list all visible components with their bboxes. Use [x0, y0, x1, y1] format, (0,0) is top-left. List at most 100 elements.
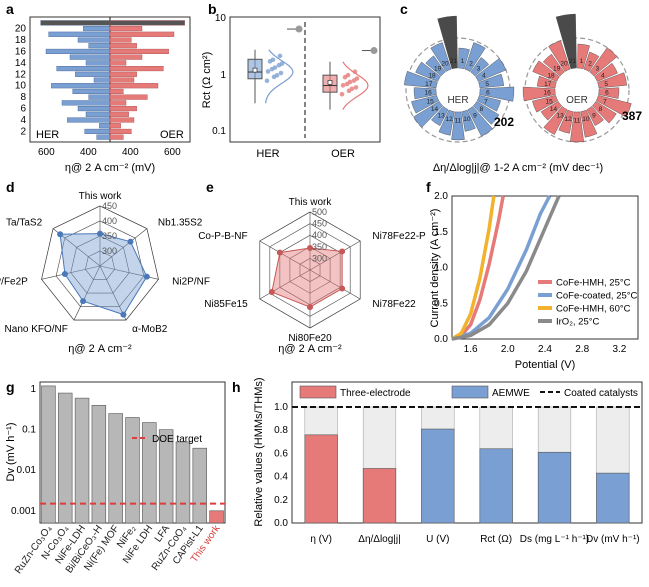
- radial-bar: [451, 111, 465, 141]
- data-point: [270, 57, 276, 63]
- oer-bar: [109, 83, 159, 89]
- radar-rtick: 500: [312, 207, 327, 217]
- oer-bar: [109, 37, 132, 43]
- ticks-g: 0.001 0.01 0.1 1: [11, 384, 36, 517]
- ytick-h: 0.2: [274, 495, 288, 506]
- oer-bar: [109, 31, 175, 37]
- her-bar: [48, 31, 111, 37]
- radial-bar: [425, 55, 446, 77]
- radial-label: 21: [569, 58, 577, 65]
- her-bar: [99, 123, 111, 129]
- radial-bar: [586, 106, 604, 126]
- radial-label: 16: [543, 90, 551, 97]
- oer-bar: [109, 54, 143, 60]
- ytick-b-0: 0.1: [212, 126, 226, 137]
- radial-label: 4: [601, 73, 605, 80]
- legend-oer-a: OER: [160, 129, 184, 141]
- data-point: [272, 65, 278, 70]
- data-point: [354, 76, 360, 81]
- data-point: [265, 69, 271, 74]
- radar-grid: [85, 250, 115, 280]
- ytick-h: 0.0: [274, 518, 288, 529]
- violin-her: [264, 49, 294, 104]
- xtick-a-3: 600: [164, 147, 181, 158]
- center-label-oer-c: OER: [566, 95, 588, 106]
- highlight-oer-c: 387: [622, 109, 642, 123]
- oer-bar: [109, 26, 143, 32]
- radial-bar: [558, 109, 574, 134]
- radar-axis-label: Ni2P/NF: [172, 277, 210, 288]
- oer-bar: [109, 94, 148, 100]
- this-work-point: [295, 25, 303, 33]
- radial-bar: [548, 40, 571, 72]
- panel-label-f: f: [426, 179, 431, 195]
- radial-bar: [464, 42, 486, 72]
- her-bar: [61, 100, 111, 106]
- data-point: [274, 73, 280, 78]
- radial-label: 10: [582, 116, 590, 123]
- legend-label: CoFe-HMH, 25°C: [556, 278, 631, 289]
- center-label-her-c: HER: [447, 95, 468, 106]
- mean-oer: [327, 80, 333, 85]
- radar-spoke: [41, 265, 101, 280]
- radar-rtick: 400: [312, 230, 327, 240]
- mean-her: [252, 67, 258, 73]
- legend-f: CoFe-HMH, 25°C CoFe-coated, 25°C CoFe-HMH,…: [538, 278, 638, 328]
- panel-label-g: g: [6, 379, 15, 395]
- radial-label: 19: [553, 66, 561, 73]
- her-bar: [83, 26, 111, 32]
- radial-label: 12: [446, 116, 454, 123]
- radial-bar: [580, 109, 598, 138]
- radial-label: 11: [574, 118, 581, 125]
- radar-axis-label: Nb1.35S2: [158, 217, 203, 228]
- data-point: [278, 70, 284, 76]
- radial-bar: [592, 101, 617, 124]
- ylabel-b: Rct (Ω cm²): [201, 52, 213, 109]
- radar-axis-label: Ni78Fe22: [372, 299, 416, 310]
- her-bar: [72, 88, 111, 94]
- ylabel-g: Dv (mV h⁻¹): [5, 423, 17, 482]
- data-point: [347, 79, 353, 85]
- radial-bar: [589, 47, 618, 77]
- radial-label: 5: [604, 81, 608, 88]
- radial-bar: [543, 106, 568, 135]
- radial-label: 9: [473, 112, 477, 119]
- radial-bar: [597, 72, 627, 89]
- radial-label: 21: [450, 58, 458, 65]
- bar: [58, 392, 73, 524]
- xcat-b-1: OER: [331, 148, 355, 160]
- radial-label: 13: [437, 112, 445, 119]
- radial-label: 19: [434, 66, 442, 73]
- radar-spoke: [309, 269, 361, 300]
- radar-point: [307, 304, 313, 311]
- ytick-a: 18: [15, 35, 27, 46]
- data-point: [345, 72, 351, 78]
- radar-area: [271, 247, 343, 308]
- data-point: [279, 61, 285, 66]
- radar-spoke: [99, 228, 148, 267]
- radial-bar: [415, 61, 441, 82]
- radial-bar: [476, 95, 501, 112]
- radial-bar: [598, 87, 620, 99]
- radial-label: 12: [565, 116, 573, 123]
- xtick-f: 2.0: [501, 344, 515, 355]
- radial-bar: [479, 86, 515, 102]
- radial-label: 4: [482, 73, 486, 80]
- series-line: [451, 195, 496, 341]
- oer-bar: [109, 111, 129, 117]
- radar-spoke: [73, 265, 101, 321]
- oer-bar: [109, 123, 121, 129]
- her-bar: [69, 54, 111, 60]
- radial-bar: [437, 15, 458, 70]
- radar-grid: [70, 235, 130, 294]
- radial-bar: [522, 86, 556, 102]
- radar-spoke: [259, 269, 311, 300]
- series-line: [451, 195, 552, 341]
- radar-point: [339, 285, 346, 292]
- oer-bar: [109, 100, 127, 106]
- ytick-g: 0.001: [11, 506, 36, 517]
- radial-label: 9: [592, 112, 596, 119]
